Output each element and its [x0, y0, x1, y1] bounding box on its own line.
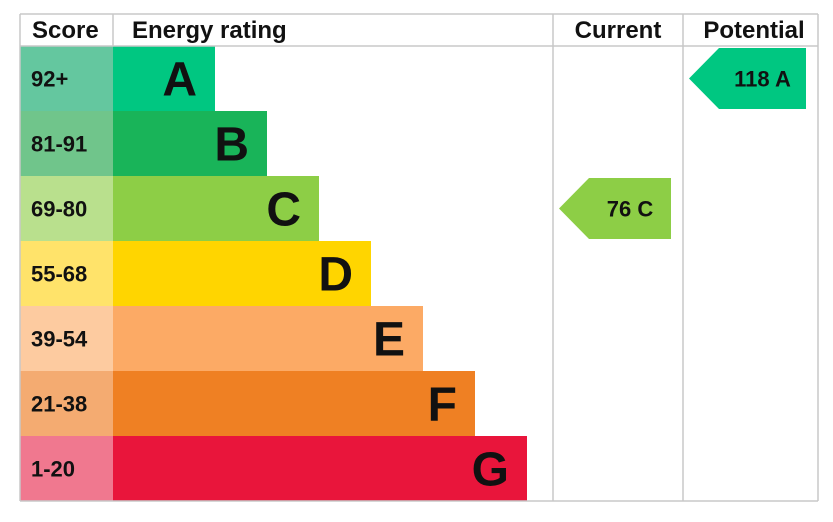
band-f-score-label: 21-38 — [31, 392, 87, 417]
band-c-bar — [113, 176, 319, 241]
header-score: Score — [32, 17, 99, 44]
rating-bands: 92+ A 81-91 B 69-80 C 55-68 D 39-54 E 21-38 F 1-20 G — [20, 46, 527, 501]
band-a-score-label: 92+ — [31, 67, 68, 92]
band-f: 21-38 F — [20, 371, 475, 436]
potential-rating-arrow — [689, 48, 806, 109]
band-b-score-cell — [20, 111, 113, 176]
band-d: 55-68 D — [20, 241, 371, 306]
band-b-score-label: 81-91 — [31, 132, 87, 157]
header-potential: Potential — [703, 17, 804, 44]
band-a-bar — [113, 46, 215, 111]
header-energy-rating: Energy rating — [132, 17, 287, 44]
potential-rating-indicator: 118 A — [689, 48, 806, 109]
potential-rating-label: 118 A — [734, 67, 791, 92]
current-rating-indicator: 76 C — [559, 178, 671, 239]
band-c-score-cell — [20, 176, 113, 241]
band-c-score-label: 69-80 — [31, 197, 87, 222]
band-g: 1-20 G — [20, 436, 527, 501]
band-f-bar — [113, 371, 475, 436]
band-d-letter: D — [318, 249, 353, 302]
band-e-score-label: 39-54 — [31, 327, 88, 352]
band-d-score-label: 55-68 — [31, 262, 87, 287]
band-a: 92+ A — [20, 46, 215, 111]
band-c-letter: C — [266, 184, 301, 237]
band-e-bar — [113, 306, 423, 371]
band-g-letter: G — [472, 444, 509, 497]
band-b-bar — [113, 111, 267, 176]
band-g-score-cell — [20, 436, 113, 501]
current-rating-label: 76 C — [607, 197, 654, 222]
band-b: 81-91 B — [20, 111, 267, 176]
band-d-bar — [113, 241, 371, 306]
band-e-letter: E — [373, 314, 405, 367]
band-b-letter: B — [214, 119, 249, 172]
header-current: Current — [575, 17, 662, 44]
band-a-score-cell — [20, 46, 113, 111]
band-c: 69-80 C — [20, 176, 319, 241]
chart-grid — [19, 13, 819, 502]
band-d-score-cell — [20, 241, 113, 306]
current-rating-arrow — [559, 178, 671, 239]
band-a-letter: A — [162, 54, 197, 107]
rating-indicators: 76 C 118 A — [559, 48, 806, 239]
band-g-score-label: 1-20 — [31, 457, 75, 482]
band-f-score-cell — [20, 371, 113, 436]
band-f-letter: F — [428, 379, 457, 432]
band-e-score-cell — [20, 306, 113, 371]
band-e: 39-54 E — [20, 306, 423, 371]
band-g-bar — [113, 436, 527, 501]
